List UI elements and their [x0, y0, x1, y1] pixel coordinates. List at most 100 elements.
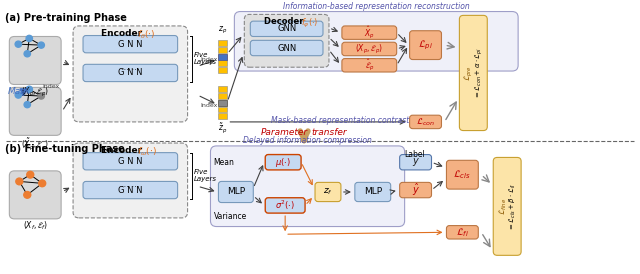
Text: $y$: $y$ — [412, 156, 420, 168]
FancyBboxPatch shape — [10, 171, 61, 219]
Text: G N N: G N N — [118, 185, 143, 195]
Text: $f_\theta(\cdot)$: $f_\theta(\cdot)$ — [137, 29, 155, 41]
FancyBboxPatch shape — [73, 26, 188, 122]
Text: $f_\omega(\cdot)$: $f_\omega(\cdot)$ — [137, 146, 157, 158]
Text: $\tilde{z}_p$: $\tilde{z}_p$ — [218, 121, 228, 135]
Text: $\mathcal{L}_{fi}$: $\mathcal{L}_{fi}$ — [456, 226, 469, 239]
Text: MLP: MLP — [227, 187, 245, 196]
Bar — [218, 40, 227, 46]
Text: Variance: Variance — [214, 212, 246, 221]
Text: Mask: Mask — [8, 87, 31, 96]
Circle shape — [27, 171, 34, 178]
Bar — [218, 93, 227, 99]
Bar — [218, 47, 227, 53]
FancyBboxPatch shape — [83, 153, 178, 170]
Text: $\hat{y}$: $\hat{y}$ — [412, 182, 420, 198]
FancyBboxPatch shape — [342, 26, 397, 39]
Text: $z_f$: $z_f$ — [323, 187, 333, 197]
Circle shape — [24, 192, 31, 198]
FancyBboxPatch shape — [399, 155, 431, 170]
FancyBboxPatch shape — [315, 182, 341, 202]
Text: Index: Index — [200, 103, 218, 108]
FancyBboxPatch shape — [83, 181, 178, 199]
FancyBboxPatch shape — [83, 64, 178, 82]
Text: ... ...: ... ... — [121, 63, 140, 72]
FancyBboxPatch shape — [265, 198, 305, 213]
Text: Decoder: Decoder — [264, 17, 307, 26]
Text: Five
Layers: Five Layers — [193, 169, 216, 182]
Text: $= \mathcal{L}_{cls} + \beta \cdot \mathcal{L}_{fi}$: $= \mathcal{L}_{cls} + \beta \cdot \math… — [508, 182, 518, 230]
FancyBboxPatch shape — [83, 36, 178, 53]
Text: $\sigma^2(\cdot)$: $\sigma^2(\cdot)$ — [275, 199, 295, 212]
Text: MLP: MLP — [364, 187, 382, 196]
Bar — [218, 107, 227, 112]
Circle shape — [15, 41, 22, 47]
Text: transfer: transfer — [311, 128, 347, 137]
FancyBboxPatch shape — [447, 226, 478, 239]
Bar — [218, 113, 227, 119]
Text: GNN: GNN — [277, 44, 296, 53]
FancyBboxPatch shape — [218, 181, 253, 202]
Text: $f_\varphi(\cdot)$: $f_\varphi(\cdot)$ — [301, 17, 319, 30]
FancyBboxPatch shape — [211, 146, 404, 227]
Text: $(X_f, \mathcal{E}_f)$: $(X_f, \mathcal{E}_f)$ — [23, 220, 48, 232]
Circle shape — [38, 42, 44, 48]
Circle shape — [26, 86, 33, 92]
Text: $\hat{\mathcal{E}}_p$: $\hat{\mathcal{E}}_p$ — [365, 58, 374, 73]
Text: Information-based representation reconstruction: Information-based representation reconst… — [283, 2, 470, 11]
Circle shape — [15, 92, 22, 98]
Text: Five
Layers: Five Layers — [193, 52, 216, 65]
Text: ... ...: ... ... — [121, 180, 140, 189]
FancyBboxPatch shape — [493, 158, 521, 255]
FancyBboxPatch shape — [234, 12, 518, 71]
Text: $\hat{X}_p$: $\hat{X}_p$ — [364, 24, 374, 41]
Text: Encoder: Encoder — [101, 146, 145, 155]
Text: Mean: Mean — [214, 158, 234, 167]
Text: $\mathcal{L}_{fine}$: $\mathcal{L}_{fine}$ — [497, 198, 509, 215]
Circle shape — [24, 51, 31, 57]
Bar — [218, 67, 227, 73]
Text: $\mathcal{L}_{pre}$: $\mathcal{L}_{pre}$ — [463, 65, 475, 81]
Text: $= \mathcal{L}_{con} + \alpha \cdot \mathcal{L}_{pi}$: $= \mathcal{L}_{con} + \alpha \cdot \mat… — [474, 47, 485, 99]
Text: $(X_p, \mathcal{E}_p)$: $(X_p, \mathcal{E}_p)$ — [21, 85, 49, 99]
Text: G N N: G N N — [118, 40, 143, 49]
Text: $(X_p, \mathcal{E}_p)$: $(X_p, \mathcal{E}_p)$ — [355, 42, 383, 56]
FancyBboxPatch shape — [73, 143, 188, 218]
FancyBboxPatch shape — [250, 40, 323, 56]
Text: $z_p$: $z_p$ — [218, 25, 227, 36]
Text: Parameter: Parameter — [260, 128, 307, 137]
Text: $\mu(\cdot)$: $\mu(\cdot)$ — [275, 156, 291, 169]
FancyBboxPatch shape — [355, 182, 390, 202]
Text: Encoder: Encoder — [101, 29, 145, 38]
FancyBboxPatch shape — [342, 42, 397, 56]
Bar — [218, 54, 227, 59]
Text: $(\tilde{X}_p, \mathcal{E}_p)$: $(\tilde{X}_p, \mathcal{E}_p)$ — [21, 136, 49, 152]
Text: (a) Pre-training Phase: (a) Pre-training Phase — [5, 13, 127, 24]
Text: G N N: G N N — [118, 68, 143, 78]
Bar — [218, 54, 227, 59]
Text: Mask-based representation contrast: Mask-based representation contrast — [271, 116, 409, 125]
FancyBboxPatch shape — [250, 21, 323, 36]
Text: Index: Index — [200, 57, 218, 62]
FancyBboxPatch shape — [399, 182, 431, 198]
FancyBboxPatch shape — [460, 15, 487, 130]
FancyBboxPatch shape — [410, 115, 442, 129]
Bar — [218, 86, 227, 92]
Text: index: index — [42, 84, 60, 89]
Text: GNN: GNN — [277, 24, 296, 33]
FancyBboxPatch shape — [244, 15, 329, 67]
FancyBboxPatch shape — [10, 36, 61, 84]
FancyBboxPatch shape — [447, 160, 478, 189]
FancyBboxPatch shape — [265, 155, 301, 170]
Circle shape — [24, 102, 31, 108]
Text: Label: Label — [404, 150, 425, 159]
Bar — [218, 61, 227, 66]
Text: $\mathcal{L}_{pi}$: $\mathcal{L}_{pi}$ — [418, 38, 433, 52]
Circle shape — [38, 93, 44, 99]
Bar — [218, 100, 227, 105]
Text: G N N: G N N — [118, 157, 143, 166]
Circle shape — [39, 180, 45, 187]
Text: $\mathcal{L}_{cls}$: $\mathcal{L}_{cls}$ — [453, 168, 471, 181]
Text: (b) Fine-tuning Phase: (b) Fine-tuning Phase — [5, 144, 125, 154]
Text: $\mathcal{L}_{con}$: $\mathcal{L}_{con}$ — [416, 116, 435, 128]
